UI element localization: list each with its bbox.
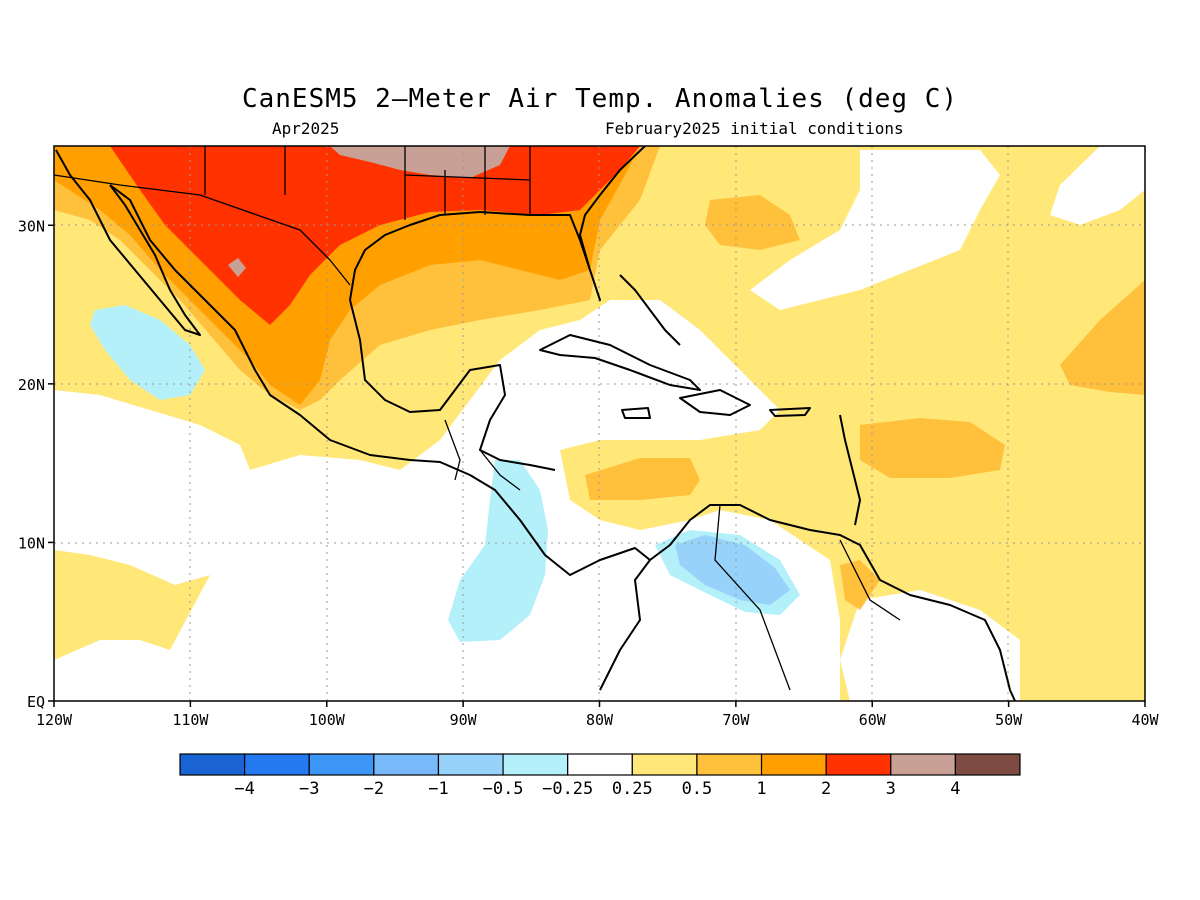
shade-0.5-1-guiana	[840, 560, 880, 610]
axis-ticks	[48, 224, 1146, 707]
coastlines	[55, 145, 1016, 702]
colorbar-label: −2	[364, 779, 384, 799]
lon-tick-label: 50W	[995, 711, 1023, 729]
lat-tick-labels: EQ 10N 20N 30N	[18, 217, 45, 711]
coastline-jamaica	[621, 407, 651, 419]
lon-tick-label: 90W	[450, 711, 478, 729]
colorbar-swatch	[825, 753, 892, 776]
coastline-south-america	[649, 504, 1016, 702]
coastline-cuba	[539, 334, 701, 391]
lon-tick-label: 70W	[722, 711, 750, 729]
lon-tick-labels: 120W 110W 100W 90W 80W 70W 60W 50W 40W	[36, 711, 1160, 729]
lat-tick-label: 20N	[18, 376, 45, 394]
colorbar-swatch	[502, 753, 569, 776]
coastline-south-america-pacific	[599, 559, 651, 691]
shade-0.5-1-caribbean	[585, 458, 700, 500]
coastline-puerto-rico	[769, 407, 811, 417]
colorbar-swatch	[308, 753, 375, 776]
lon-tick-label: 80W	[586, 711, 614, 729]
colorbar-label: 0.25	[612, 779, 653, 799]
colorbar-label: −1	[428, 779, 448, 799]
lat-tick-label: EQ	[27, 693, 45, 711]
political-borders	[53, 146, 901, 691]
shade-neutral-south-america	[840, 590, 1020, 701]
lon-tick-label: 120W	[36, 711, 73, 729]
coastline-lesser-antilles	[839, 414, 861, 526]
colorbar-swatch	[954, 753, 1021, 776]
lon-tick-label: 110W	[172, 711, 209, 729]
shade-3-4-central	[330, 146, 510, 178]
colorbar-swatch	[179, 753, 246, 776]
colorbar-swatch	[631, 753, 698, 776]
shade-neutral-atlantic-north	[750, 150, 1000, 310]
init-conditions-label: February2025 initial conditions	[605, 119, 904, 138]
shade-neutral-atlantic-ne	[1050, 146, 1145, 225]
colorbar-label: 2	[821, 779, 831, 799]
colorbar-labels: −4 −3 −2 −1 −0.5 −0.25 0.25 0.5 1 2 3 4	[234, 779, 960, 799]
colorbar-label: 1	[756, 779, 766, 799]
coastline-yucatan	[349, 299, 556, 471]
shade-3-4-spot	[228, 258, 246, 277]
shade-neg-0.5-venezuela	[675, 535, 790, 605]
shade-2-3	[110, 146, 640, 325]
lon-tick-label: 100W	[309, 711, 346, 729]
map-title: CanESM5 2–Meter Air Temp. Anomalies (deg…	[241, 84, 959, 114]
colorbar-label: −3	[299, 779, 319, 799]
colorbar-label: −0.25	[542, 779, 593, 799]
colorbar-swatch	[373, 753, 440, 776]
grid-lines	[54, 146, 1145, 701]
lat-tick-label: 10N	[18, 534, 45, 552]
coastline-baja	[55, 149, 201, 336]
coastline-mexico-pacific	[109, 184, 651, 576]
coastline-bahamas	[619, 274, 681, 346]
colorbar	[179, 753, 1021, 776]
lon-tick-label: 40W	[1131, 711, 1159, 729]
shade-0.5-1-atlantic-c	[1060, 280, 1145, 395]
colorbar-label: 0.5	[682, 779, 713, 799]
colorbar-swatch	[760, 753, 827, 776]
colorbar-swatch	[696, 753, 763, 776]
shade-0.5-1-atlantic-a	[705, 195, 800, 250]
lat-tick-label: 30N	[18, 217, 45, 235]
valid-month-label: Apr2025	[272, 119, 340, 138]
shade-neutral-pacific	[54, 390, 250, 585]
colorbar-swatch	[567, 753, 633, 776]
shade-neg-0.25-central-america	[448, 460, 548, 642]
colorbar-label: −0.5	[483, 779, 524, 799]
coastline-hispaniola	[679, 389, 751, 416]
shade-neutral-pacific-south	[54, 640, 180, 701]
shade-neg-0.25-pacific	[90, 305, 205, 400]
colorbar-label: 3	[886, 779, 896, 799]
colorbar-label: −4	[234, 779, 254, 799]
colorbar-swatch	[890, 753, 956, 776]
coastline-gulf	[349, 145, 646, 301]
shade-0.5-1-atlantic-b	[860, 418, 1005, 478]
colorbar-swatch	[244, 753, 310, 776]
lon-tick-label: 60W	[859, 711, 887, 729]
colorbar-label: 4	[950, 779, 960, 799]
colorbar-swatch	[437, 753, 504, 776]
